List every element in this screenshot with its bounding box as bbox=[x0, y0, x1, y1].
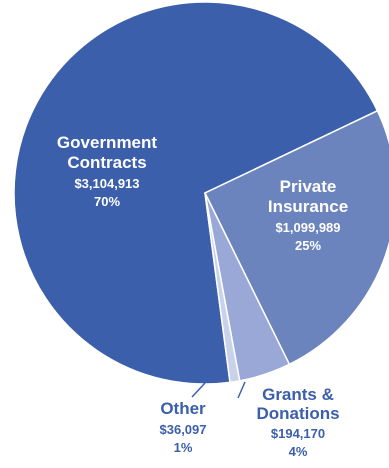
slice-percent-2: 4% bbox=[289, 444, 308, 459]
slice-name-1-line-0: Private bbox=[280, 177, 337, 196]
slice-name-0-line-1: Contracts bbox=[67, 153, 146, 172]
slice-percent-3: 1% bbox=[174, 440, 193, 455]
slice-name-1-line-1: Insurance bbox=[268, 197, 348, 216]
leader-line-3 bbox=[191, 382, 206, 398]
pie-slice-0 bbox=[13, 1, 379, 385]
pie-slices bbox=[13, 1, 389, 385]
leader-line-2 bbox=[237, 381, 246, 399]
pie-slice-3 bbox=[204, 192, 241, 384]
slice-name-2-line-0: Grants & bbox=[262, 385, 334, 404]
slice-label-2: Grants &Donations $194,170 4% bbox=[256, 385, 339, 459]
slice-name-2-line-1: Donations bbox=[256, 404, 339, 423]
slice-amount-0: $3,104,913 bbox=[74, 176, 139, 191]
slice-amount-3: $36,097 bbox=[160, 422, 207, 437]
slice-name-3-line-0: Other bbox=[160, 399, 206, 418]
slice-percent-0: 70% bbox=[94, 194, 120, 209]
leader-lines bbox=[191, 381, 246, 399]
slice-name-0-line-0: Government bbox=[57, 133, 157, 152]
slice-percent-1: 25% bbox=[295, 238, 321, 253]
slice-amount-1: $1,099,989 bbox=[275, 220, 340, 235]
slice-label-3: Other $36,097 1% bbox=[160, 399, 207, 455]
slice-amount-2: $194,170 bbox=[271, 426, 325, 441]
pie-slice-1 bbox=[203, 109, 389, 366]
